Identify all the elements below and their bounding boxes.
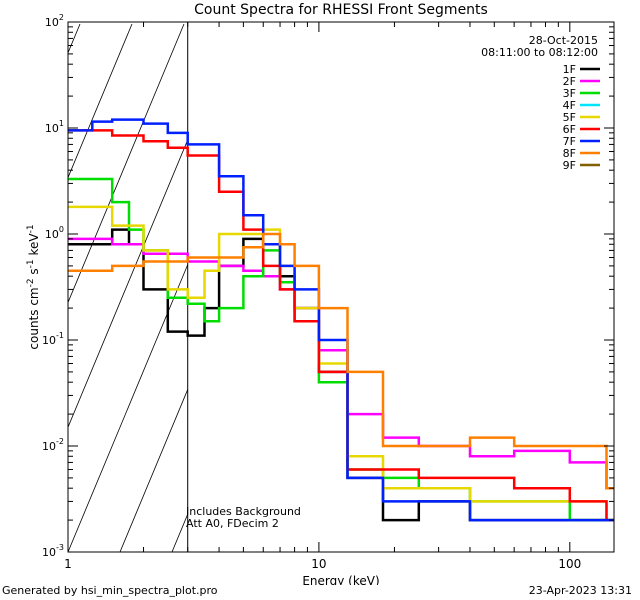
series-8f-line (68, 232, 614, 490)
legend-label: 2F (563, 75, 576, 88)
generated-date: 23-Apr-2023 13:31 (528, 584, 632, 597)
legend-label: 3F (563, 87, 576, 100)
series-7f-line (68, 118, 614, 522)
legend-label: 8F (563, 147, 576, 160)
x-tick-label: 1 (64, 557, 72, 571)
series-1f-line (68, 228, 614, 522)
chart-title: Count Spectra for RHESSI Front Segments (194, 2, 488, 18)
y-tick-label: 10-3 (42, 543, 64, 559)
legend-label: 7F (563, 135, 576, 148)
info-line: 08:11:00 to 08:12:00 (481, 46, 598, 59)
y-tick-label: 100 (45, 225, 64, 241)
annotation-text: Att A0, FDecim 2 (186, 517, 279, 530)
hatched-region (68, 22, 189, 552)
spectra-chart: Count Spectra for RHESSI Front Segments … (26, 2, 615, 585)
y-tick-label: 102 (45, 13, 64, 29)
info-line: 28-Oct-2015 (529, 34, 598, 47)
y-tick-label: 10-1 (42, 331, 64, 347)
generated-by-text: Generated by hsi_min_spectra_plot.pro (2, 584, 218, 597)
plot-frame (67, 21, 615, 553)
legend-label: 4F (563, 99, 576, 112)
legend-label: 9F (563, 159, 576, 172)
x-tick-label: 100 (558, 557, 581, 571)
x-tick-label: 10 (311, 557, 326, 571)
x-axis-label: Energy (keV) (302, 574, 379, 585)
legend-label: 5F (563, 111, 576, 124)
series-6f-line (68, 129, 614, 522)
annotation-text: Includes Background (186, 505, 301, 518)
y-tick-label: 101 (45, 119, 64, 135)
legend-label: 6F (563, 123, 576, 136)
legend-label: 1F (563, 63, 576, 76)
y-axis-label: counts cm-2 s-1 keV-1 (26, 224, 41, 349)
y-tick-label: 10-2 (42, 437, 64, 453)
